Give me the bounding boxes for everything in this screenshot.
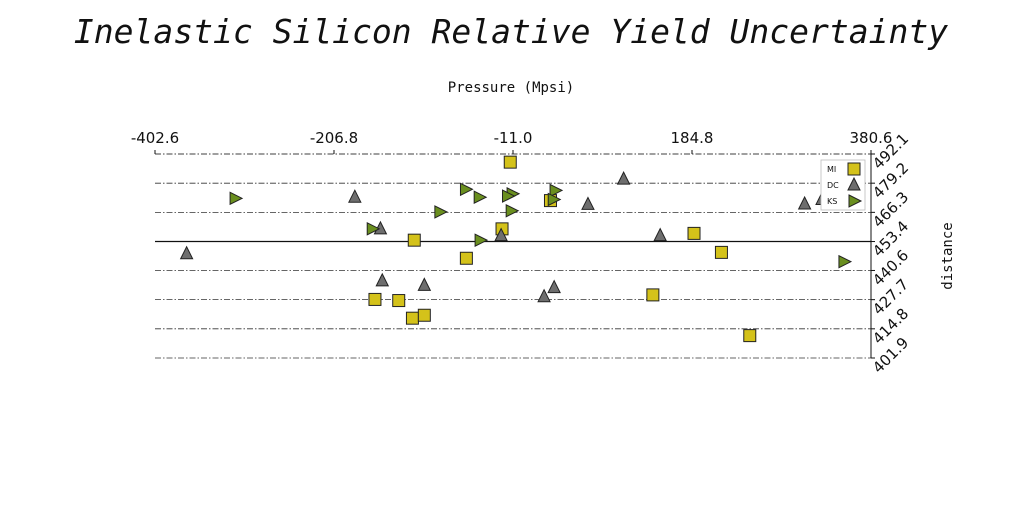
point-dc bbox=[797, 195, 812, 210]
point-mi bbox=[714, 245, 728, 259]
grid-lines bbox=[155, 153, 871, 359]
point-dc bbox=[375, 272, 390, 287]
legend-marker-mi bbox=[847, 162, 861, 176]
legend-label-mi: MI bbox=[827, 165, 836, 174]
point-mi bbox=[407, 233, 421, 247]
point-ks bbox=[434, 205, 448, 219]
point-mi bbox=[743, 329, 757, 343]
point-mi bbox=[459, 251, 473, 265]
point-ks bbox=[473, 190, 488, 205]
point-mi bbox=[405, 311, 419, 325]
legend-marker-dc bbox=[847, 176, 861, 191]
point-dc bbox=[494, 227, 508, 242]
axes: -402.6 -206.8 -11.0 184.8 380.6492.1479.2466… bbox=[131, 129, 912, 377]
data-points bbox=[179, 155, 853, 343]
point-mi bbox=[417, 308, 431, 322]
x-tick-label: 380.6 bbox=[850, 129, 893, 147]
x-tick-label: -11.0 bbox=[494, 129, 533, 147]
x-tick-label: -402.6 bbox=[131, 129, 179, 147]
x-tick-label: 184.8 bbox=[671, 129, 714, 147]
point-dc bbox=[417, 277, 432, 291]
point-mi bbox=[646, 288, 660, 302]
point-mi bbox=[368, 292, 382, 306]
y-axis-label: distance bbox=[940, 222, 956, 289]
x-tick-label: -206.8 bbox=[310, 129, 358, 147]
x-axis-label: Pressure (Mpsi) bbox=[448, 80, 574, 96]
legend-marker-ks bbox=[848, 194, 863, 208]
point-ks bbox=[229, 191, 244, 206]
legend-label-dc: DC bbox=[827, 181, 839, 190]
legend: MI DC KS bbox=[820, 159, 866, 211]
point-dc bbox=[547, 279, 561, 294]
point-ks bbox=[838, 254, 853, 269]
point-dc bbox=[348, 189, 362, 203]
point-dc bbox=[537, 288, 551, 303]
point-dc bbox=[616, 170, 631, 185]
point-mi bbox=[392, 294, 406, 308]
point-ks bbox=[366, 222, 381, 236]
point-dc bbox=[581, 196, 595, 210]
legend-label-ks: KS bbox=[827, 197, 837, 206]
chart-title: Inelastic Silicon Relative Yield Uncerta… bbox=[74, 12, 948, 51]
point-ks bbox=[474, 233, 489, 247]
point-ks bbox=[502, 189, 516, 203]
point-ks bbox=[459, 182, 474, 197]
point-ks bbox=[505, 203, 520, 218]
point-dc bbox=[179, 245, 194, 260]
point-mi bbox=[503, 155, 517, 169]
point-dc bbox=[653, 227, 667, 242]
point-ks bbox=[549, 183, 564, 198]
point-ks bbox=[547, 192, 562, 207]
point-mi bbox=[687, 226, 701, 240]
